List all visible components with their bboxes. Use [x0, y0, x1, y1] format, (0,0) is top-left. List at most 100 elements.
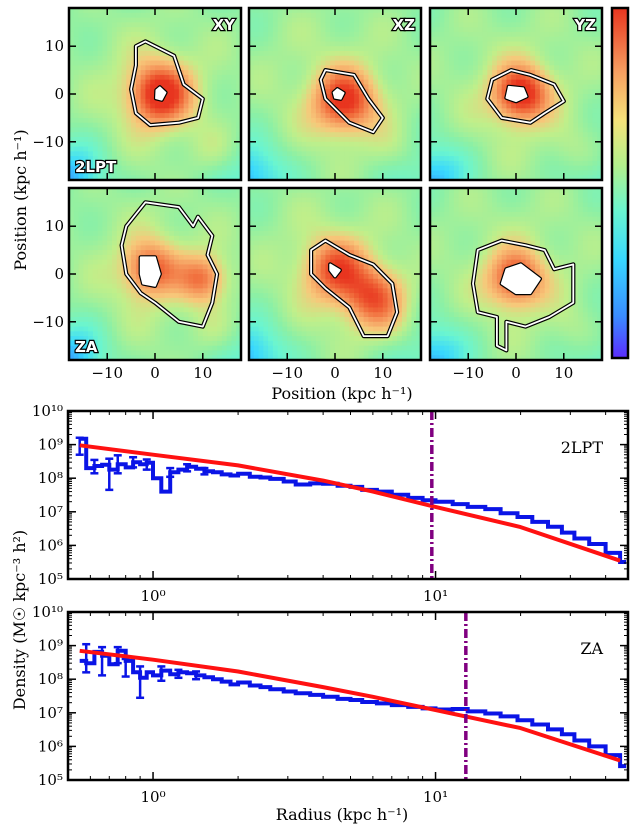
density-cell: [411, 17, 417, 23]
density-cell: [212, 160, 218, 167]
density-cell: [116, 160, 123, 167]
density-cell: [501, 156, 508, 162]
density-cell: [292, 170, 298, 176]
density-cell: [592, 117, 598, 124]
density-cell: [126, 340, 132, 347]
density-cell: [92, 226, 99, 232]
density-cell: [530, 27, 536, 33]
density-cell: [231, 8, 237, 14]
density-cell: [378, 12, 384, 19]
density-cell: [150, 55, 156, 62]
density-cell: [135, 307, 142, 313]
density-cell: [126, 355, 132, 360]
density-cell: [292, 89, 298, 95]
density-cell: [263, 79, 269, 86]
density-cell: [330, 17, 336, 23]
density-cell: [174, 254, 180, 261]
density-cell: [164, 103, 170, 109]
density-cell: [477, 175, 484, 180]
density-cell: [236, 31, 241, 38]
density-cell: [463, 160, 469, 167]
density-cell: [183, 250, 190, 256]
density-cell: [73, 211, 80, 218]
density-cell: [78, 22, 84, 28]
density-cell: [97, 331, 104, 337]
density-cell: [468, 65, 474, 71]
density-cell: [477, 94, 484, 100]
density-cell: [112, 127, 118, 133]
density-cell: [516, 127, 522, 133]
density-cell: [169, 165, 175, 172]
density-cell: [73, 321, 80, 328]
density-cell: [573, 41, 579, 47]
density-cell: [92, 8, 99, 14]
density-cell: [473, 22, 479, 28]
density-cell: [112, 51, 118, 57]
density-cell: [145, 84, 151, 90]
density-cell: [159, 207, 166, 213]
density-cell: [198, 254, 204, 261]
density-cell: [202, 89, 209, 95]
density-cell: [549, 55, 555, 62]
density-cell: [202, 235, 209, 242]
density-cell: [236, 41, 241, 47]
density-cell: [439, 65, 445, 71]
density-cell: [159, 231, 166, 237]
density-cell: [92, 103, 99, 109]
density-cell: [174, 89, 180, 95]
density-cell: [578, 31, 584, 38]
density-cell: [112, 336, 118, 342]
density-cell: [193, 274, 199, 280]
density-cell: [145, 46, 151, 52]
density-cell: [116, 355, 123, 360]
density-cell: [97, 312, 104, 318]
density-cell: [131, 235, 137, 242]
density-cell: [169, 46, 175, 52]
density-cell: [277, 74, 284, 81]
density-cell: [268, 146, 274, 152]
density-cell: [296, 122, 303, 129]
density-cell: [116, 207, 123, 213]
density-cell: [202, 132, 209, 138]
density-cell: [549, 175, 555, 180]
density-cell: [88, 31, 94, 38]
density-cell: [306, 98, 312, 105]
density-cell: [354, 60, 360, 66]
density-cell: [135, 240, 142, 246]
density-cell: [439, 89, 445, 95]
density-cell: [554, 132, 560, 138]
density-cell: [107, 122, 113, 129]
density-cell: [150, 207, 156, 213]
density-cell: [282, 141, 288, 148]
density-cell: [116, 312, 123, 318]
density-cell: [92, 170, 99, 176]
density-cell: [401, 141, 408, 148]
density-cell: [444, 103, 450, 109]
density-cell: [169, 79, 175, 86]
density-cell: [287, 175, 293, 180]
density-cell: [226, 117, 233, 124]
density-cell: [296, 17, 303, 23]
density-cell: [83, 274, 89, 280]
density-cell: [453, 12, 460, 19]
density-cell: [539, 55, 546, 62]
density-cell: [107, 307, 113, 313]
density-cell: [164, 132, 170, 138]
density-cell: [463, 98, 469, 105]
density-cell: [169, 269, 175, 275]
density-cell: [525, 160, 531, 167]
density-cell: [69, 207, 75, 213]
density-cell: [202, 188, 209, 194]
density-cell: [159, 12, 166, 19]
density-cell: [406, 51, 413, 57]
density-cell: [444, 74, 450, 81]
density-cell: [463, 89, 469, 95]
density-cell: [253, 60, 260, 66]
density-cell: [69, 170, 75, 176]
density-cell: [97, 307, 104, 313]
density-cell: [83, 293, 89, 299]
density-cell: [102, 197, 108, 203]
density-cell: [477, 170, 484, 176]
density-cell: [155, 235, 161, 242]
density-cell: [88, 27, 94, 33]
